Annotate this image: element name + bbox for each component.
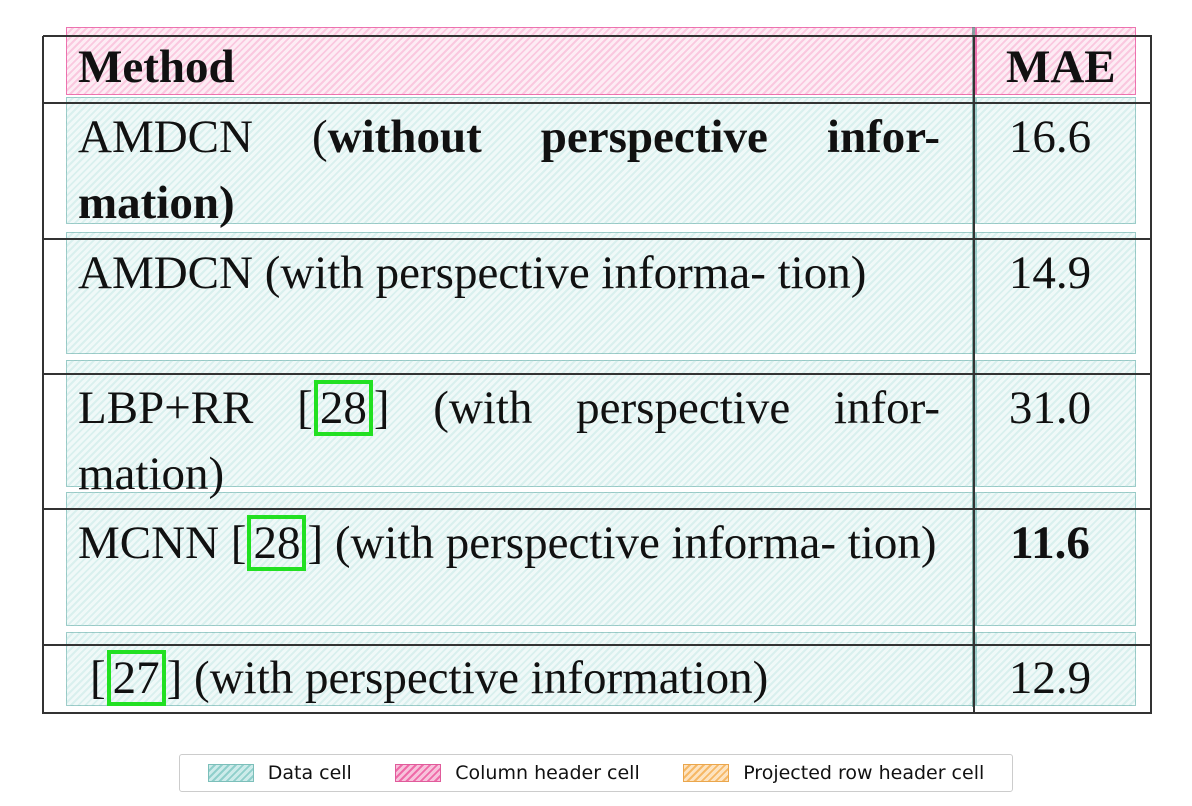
row-rule <box>43 644 1152 646</box>
method-cell-row-4: MCNN [28] (with perspective informa- tio… <box>78 510 940 576</box>
data-cell-annotation <box>976 232 1136 354</box>
method-cell-row-1: AMDCN (without perspective infor- mation… <box>78 104 940 236</box>
legend-label: Data cell <box>267 762 352 784</box>
row-rule <box>43 373 1152 375</box>
citation-link[interactable]: 28 <box>313 380 373 436</box>
header-method: Method <box>78 41 235 93</box>
table-bottom-rule <box>43 712 1152 714</box>
data-cell-annotation <box>976 97 1136 224</box>
header-mae: MAE <box>1006 41 1116 93</box>
method-text: ] (with perspective information) <box>166 652 769 704</box>
data-cell-annotation <box>976 492 1136 626</box>
method-text-end: ) <box>219 177 235 229</box>
table-left-rule <box>42 36 44 714</box>
method-cell-row-3: LBP+RR [28] (with perspective infor- mat… <box>78 375 940 507</box>
column-header-annotation-mae <box>976 27 1136 95</box>
method-text: AMDCN ( <box>78 111 328 163</box>
mae-cell-row-4-best: 11.6 <box>1010 517 1090 569</box>
data-cell-annotation <box>66 492 976 626</box>
legend-item-data-cell: Data cell <box>207 762 352 784</box>
table-right-rule <box>1150 36 1152 714</box>
legend-label: Projected row header cell <box>743 762 985 784</box>
table-top-rule <box>43 35 1152 37</box>
method-text: LBP+RR [ <box>78 382 313 434</box>
data-cell-annotation <box>66 232 976 354</box>
mae-cell-row-2: 14.9 <box>1008 247 1092 299</box>
row-rule <box>43 238 1152 240</box>
legend-label: Column header cell <box>455 762 640 784</box>
legend-item-projected-row-header: Projected row header cell <box>683 762 984 784</box>
method-text: [ <box>90 652 106 704</box>
citation-link[interactable]: 27 <box>106 650 166 706</box>
method-bold-text: without perspective infor- mation <box>78 111 940 229</box>
citation-link[interactable]: 28 <box>247 515 307 571</box>
legend: Data cell Column header cell Projected r… <box>179 754 1013 792</box>
mae-cell-row-5: 12.9 <box>1008 652 1092 704</box>
method-text: ] (with perspective informa- tion) <box>307 517 937 569</box>
mae-cell-row-3: 31.0 <box>1008 382 1092 434</box>
data-cell-annotation <box>66 97 976 224</box>
column-header-swatch <box>395 764 442 782</box>
method-cell-row-2: AMDCN (with perspective informa- tion) <box>78 247 867 299</box>
method-text: MCNN [ <box>78 517 247 569</box>
legend-item-column-header: Column header cell <box>395 762 640 784</box>
column-header-annotation-method <box>66 27 976 95</box>
method-text: ] (with perspective infor- mation) <box>78 382 940 500</box>
data-cell-annotation <box>66 360 976 487</box>
row-rule <box>43 508 1152 510</box>
data-cell-swatch <box>207 764 254 782</box>
header-bottom-rule <box>43 102 1152 104</box>
method-cell-row-5: [27] (with perspective information) <box>90 645 940 711</box>
projected-row-header-swatch <box>683 764 730 782</box>
table-column-rule <box>973 36 975 714</box>
data-cell-annotation <box>976 360 1136 487</box>
mae-cell-row-1: 16.6 <box>1008 111 1092 163</box>
